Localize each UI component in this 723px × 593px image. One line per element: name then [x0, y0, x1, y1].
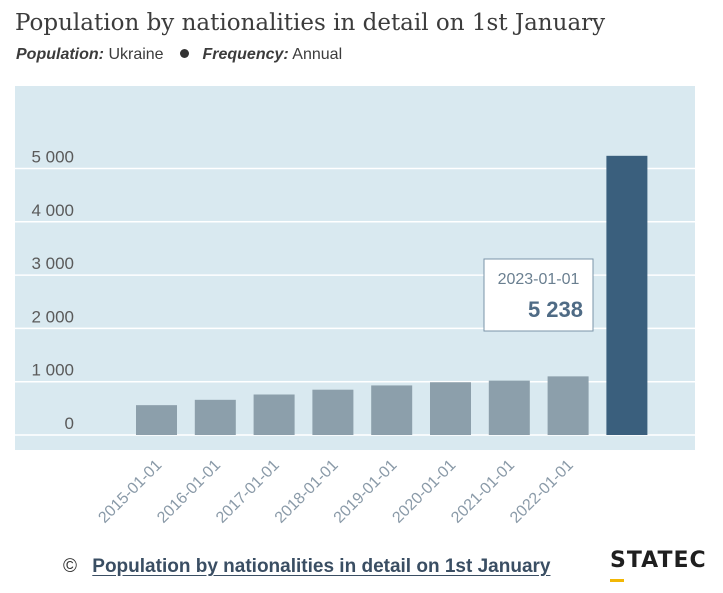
- population-value: Ukraine: [108, 46, 164, 63]
- frequency-label: Frequency:: [202, 46, 289, 63]
- bar[interactable]: [253, 394, 295, 435]
- bar[interactable]: [547, 376, 589, 435]
- y-tick-label: 2 000: [31, 307, 74, 326]
- tooltip-date: 2023-01-01: [498, 271, 580, 288]
- source-link[interactable]: Population by nationalities in detail on…: [92, 556, 551, 577]
- frequency-value: Annual: [292, 46, 343, 63]
- bar[interactable]: [488, 380, 530, 435]
- bar[interactable]: [430, 382, 471, 435]
- chart-subtitle: Population: Ukraine Frequency: Annual: [16, 46, 342, 64]
- y-tick-label: 1 000: [31, 361, 74, 380]
- copyright-symbol: ©: [63, 556, 77, 577]
- bar[interactable]: [371, 385, 413, 435]
- chart-title: Population by nationalities in detail on…: [15, 10, 606, 36]
- y-tick-label: 5 000: [31, 148, 74, 167]
- y-tick-label: 3 000: [31, 254, 74, 273]
- footer: © Population by nationalities in detail …: [63, 556, 550, 578]
- tooltip-value: 5 238: [528, 297, 583, 322]
- logo-accent-bar: [610, 579, 624, 582]
- x-tick-label: 2022-01-01: [507, 457, 577, 527]
- statec-logo: STATEC: [610, 548, 707, 573]
- bar-highlighted[interactable]: [606, 155, 648, 435]
- population-label: Population:: [16, 46, 104, 63]
- bar[interactable]: [136, 405, 177, 435]
- separator-dot-icon: [180, 49, 190, 58]
- y-tick-label: 0: [65, 414, 74, 433]
- bar[interactable]: [194, 399, 236, 435]
- tooltip-box: [483, 258, 594, 332]
- bar[interactable]: [312, 389, 354, 435]
- y-tick-label: 4 000: [31, 201, 74, 220]
